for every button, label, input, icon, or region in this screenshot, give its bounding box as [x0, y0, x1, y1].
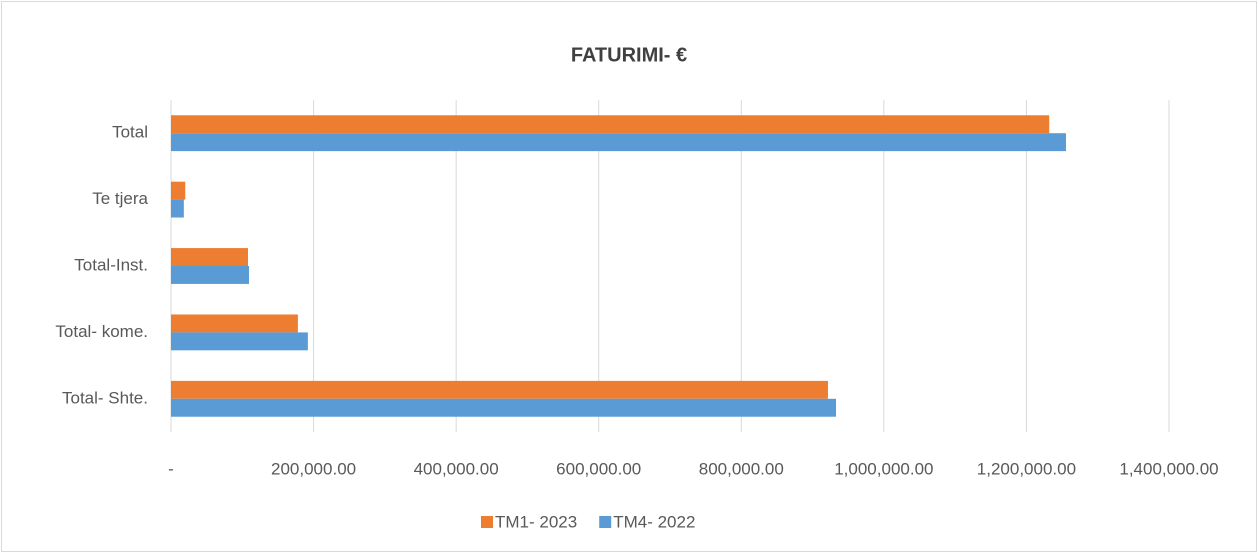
bar	[171, 115, 1050, 134]
legend-swatch	[599, 516, 612, 528]
x-tick-label: 400,000.00	[414, 459, 499, 478]
x-tick-label: 800,000.00	[699, 459, 784, 478]
x-tick-label: -	[168, 459, 174, 478]
y-tick-label: Total- kome.	[55, 322, 148, 341]
x-tick-label: 1,200,000.00	[977, 459, 1076, 478]
legend-label: TM4- 2022	[613, 512, 695, 531]
bar	[171, 248, 248, 266]
x-tick-label: 1,000,000.00	[834, 459, 933, 478]
bar	[171, 314, 298, 333]
y-tick-label: Total-Inst.	[74, 255, 148, 274]
x-tick-label: 600,000.00	[556, 459, 641, 478]
bar	[171, 332, 308, 351]
bar	[171, 133, 1066, 152]
y-tick-label: Total	[112, 123, 148, 142]
x-tick-label: 200,000.00	[271, 459, 356, 478]
legend-label: TM1- 2023	[495, 512, 577, 531]
bar	[171, 181, 186, 200]
x-tick-label: 1,400,000.00	[1119, 459, 1218, 478]
y-tick-label: Total- Shte.	[62, 388, 148, 407]
bar	[171, 380, 828, 399]
bar	[171, 398, 837, 417]
bar	[171, 199, 184, 218]
legend-swatch	[481, 516, 493, 528]
bar	[171, 266, 249, 284]
y-tick-label: Te tjera	[92, 189, 148, 208]
chart-title: FATURIMI- €	[571, 44, 687, 66]
